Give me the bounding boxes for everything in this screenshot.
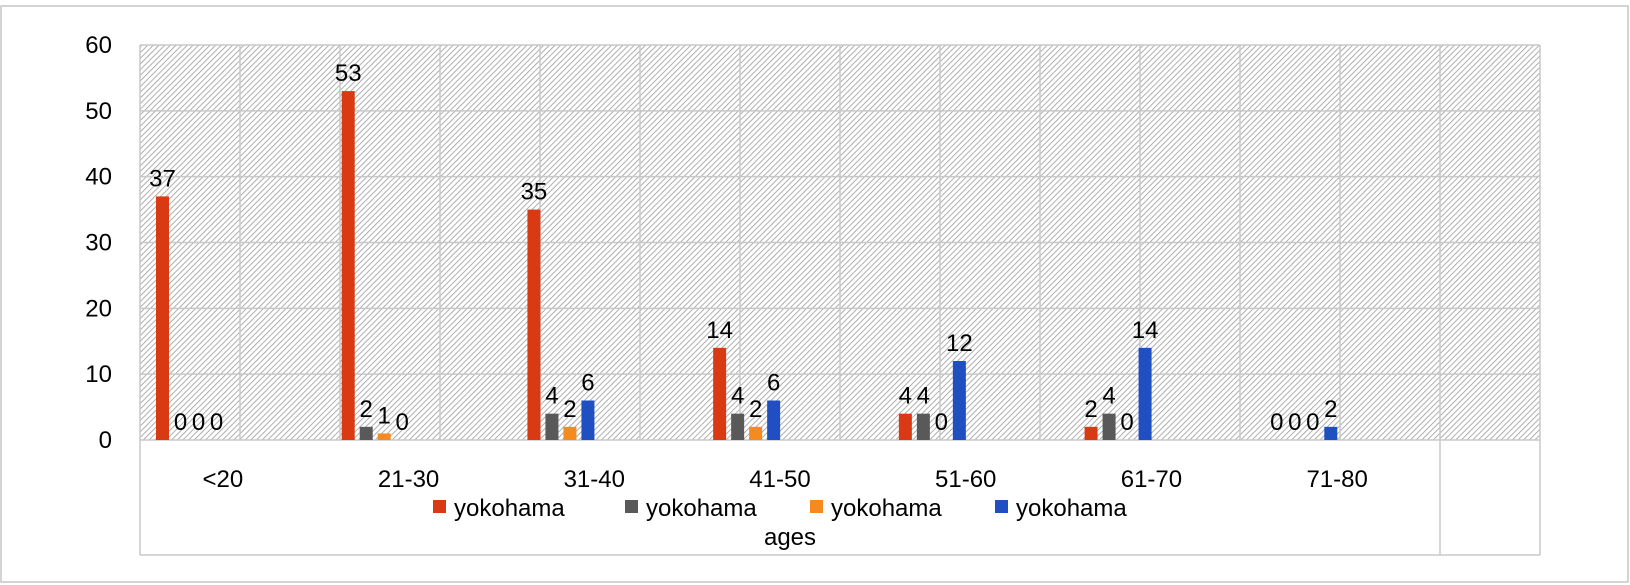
data-label: 6 [581, 370, 594, 397]
data-label: 4 [917, 383, 930, 410]
y-tick-label: 0 [99, 427, 112, 454]
legend-label: yokohama [1016, 495, 1127, 522]
category-label: 41-50 [749, 466, 810, 493]
bar [1138, 347, 1152, 440]
data-label: 53 [335, 60, 362, 87]
legend-swatch [810, 500, 823, 513]
category-table-lines [139, 440, 1541, 556]
data-label: 0 [1288, 409, 1301, 436]
legend-label: yokohama [646, 495, 757, 522]
bar [156, 196, 169, 440]
y-tick-label: 40 [85, 164, 112, 191]
data-label: 4 [545, 383, 558, 410]
legend-label: yokohama [454, 495, 565, 522]
y-axis-ticks: 0 10 20 30 40 50 60 [85, 32, 112, 454]
data-label: 0 [1306, 409, 1319, 436]
bar [1324, 426, 1338, 440]
bar [341, 91, 355, 440]
y-tick-label: 60 [85, 32, 112, 59]
legend-label: yokohama [831, 495, 942, 522]
category-label: 51-60 [935, 466, 996, 493]
data-label: 2 [1324, 396, 1337, 423]
grid [139, 44, 1541, 441]
y-tick-label: 20 [85, 295, 112, 322]
legend-swatch [625, 500, 638, 513]
bar [581, 400, 595, 440]
bar [359, 426, 373, 440]
category-label: <20 [202, 466, 243, 493]
category-label: 61-70 [1121, 466, 1182, 493]
bar [563, 426, 577, 440]
legend: yokohama yokohama yokohama yokohama [433, 495, 1127, 522]
data-label: 6 [767, 370, 780, 397]
bar [898, 413, 912, 440]
bar [713, 347, 727, 440]
data-label: 12 [946, 330, 973, 357]
data-label: 4 [1102, 383, 1115, 410]
bar [916, 413, 930, 440]
legend-swatch [433, 500, 446, 513]
category-label: 21-30 [378, 466, 439, 493]
data-label: 2 [563, 396, 576, 423]
y-tick-label: 50 [85, 98, 112, 125]
category-label: 71-80 [1306, 466, 1367, 493]
data-label: 0 [1270, 409, 1283, 436]
data-label: 1 [378, 402, 391, 429]
data-label: 14 [1132, 317, 1159, 344]
legend-swatch [995, 500, 1008, 513]
bars [156, 91, 1338, 440]
data-label: 2 [1084, 396, 1097, 423]
data-label: 4 [899, 383, 912, 410]
data-label: 0 [1120, 409, 1133, 436]
bar [952, 361, 966, 440]
data-label: 2 [360, 396, 373, 423]
data-label: 2 [749, 396, 762, 423]
data-label: 14 [706, 317, 733, 344]
x-axis-categories: <20 21-30 31-40 41-50 51-60 61-70 71-80 [202, 466, 1367, 493]
data-label: 0 [192, 409, 205, 436]
category-label: 31-40 [564, 466, 625, 493]
data-label: 0 [210, 409, 223, 436]
bar [767, 400, 781, 440]
bar [377, 433, 391, 440]
y-tick-label: 10 [85, 361, 112, 388]
x-axis-title: ages [764, 524, 816, 551]
bar [1084, 426, 1098, 440]
bar [527, 209, 541, 440]
data-label: 0 [396, 409, 409, 436]
y-tick-label: 30 [85, 230, 112, 257]
bar [731, 413, 745, 440]
data-label: 0 [935, 409, 948, 436]
data-label: 0 [174, 409, 187, 436]
bar [749, 426, 763, 440]
data-label: 35 [521, 179, 548, 206]
bar [1102, 413, 1116, 440]
bar [545, 413, 559, 440]
data-label: 37 [149, 165, 176, 192]
data-label: 4 [731, 383, 744, 410]
